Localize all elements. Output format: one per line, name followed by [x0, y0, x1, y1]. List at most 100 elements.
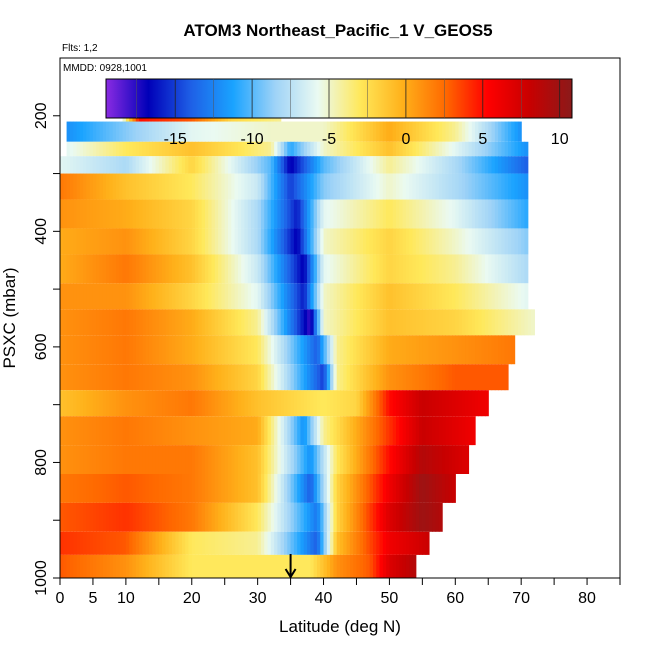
curtain-cell — [129, 554, 134, 578]
curtain-cell — [165, 531, 170, 555]
curtain-cell — [511, 254, 516, 284]
curtain-cell — [132, 474, 137, 503]
curtain-cell — [89, 364, 94, 391]
curtain-cell — [221, 474, 226, 503]
curtain-cell — [267, 309, 272, 336]
curtain-band — [60, 554, 417, 578]
curtain-cell — [224, 173, 229, 200]
curtain-cell — [63, 531, 68, 555]
curtain-cell — [445, 309, 450, 336]
curtain-cell — [254, 364, 259, 391]
curtain-cell — [353, 199, 358, 229]
curtain-cell — [300, 335, 305, 365]
curtain-cell — [122, 445, 127, 474]
curtain-cell — [372, 156, 377, 174]
curtain-cell — [274, 416, 279, 446]
curtain-cell — [300, 502, 305, 532]
curtain-cell — [409, 141, 414, 157]
curtain-cell — [336, 445, 341, 474]
curtain-cell — [514, 141, 519, 157]
curtain-cell — [415, 309, 420, 336]
curtain-band — [60, 199, 529, 229]
curtain-cell — [517, 309, 522, 336]
curtain-cell — [363, 502, 367, 532]
curtain-cell — [99, 156, 104, 174]
curtain-cell — [376, 531, 381, 555]
curtain-cell — [92, 141, 97, 157]
curtain-cell — [109, 474, 114, 503]
curtain-cell — [63, 199, 68, 229]
curtain-cell — [106, 364, 111, 391]
curtain-cell — [224, 364, 229, 391]
curtain-cell — [139, 156, 143, 174]
curtain-cell — [152, 309, 157, 336]
curtain-cell — [379, 156, 384, 174]
curtain-cell — [320, 364, 325, 391]
curtain-cell — [112, 309, 117, 336]
curtain-cell — [185, 554, 190, 578]
curtain-cell — [323, 283, 328, 310]
curtain-cell — [172, 141, 176, 157]
curtain-cell — [188, 390, 193, 417]
curtain-cell — [201, 283, 206, 310]
curtain-cell — [112, 254, 117, 284]
curtain-cell — [491, 254, 496, 284]
curtain-cell — [260, 364, 265, 391]
curtain-cell — [359, 283, 364, 310]
curtain-cell — [340, 335, 344, 365]
curtain-cell — [471, 141, 476, 157]
curtain-cell — [251, 445, 255, 474]
curtain-cell — [125, 173, 130, 200]
curtain-cell — [326, 416, 331, 446]
curtain-cell — [73, 141, 78, 157]
curtain-cell — [452, 121, 456, 142]
curtain-cell — [372, 199, 377, 229]
curtain-band — [60, 416, 476, 446]
x-axis-label: Latitude (deg N) — [279, 617, 401, 636]
curtain-cell — [221, 502, 226, 532]
curtain-cell — [435, 502, 440, 532]
curtain-cell — [139, 254, 143, 284]
curtain-cell — [399, 445, 404, 474]
curtain-cell — [310, 309, 315, 336]
curtain-cell — [488, 141, 493, 157]
curtain-cell — [257, 173, 262, 200]
curtain-cell — [468, 416, 473, 446]
curtain-cell — [218, 445, 223, 474]
curtain-cell — [122, 141, 127, 157]
curtain-cell — [208, 283, 213, 310]
curtain-cell — [303, 502, 308, 532]
curtain-cell — [102, 531, 107, 555]
curtain-cell — [224, 416, 229, 446]
curtain-cell — [508, 156, 512, 174]
curtain-cell — [102, 156, 107, 174]
curtain-cell — [297, 390, 302, 417]
curtain-cell — [399, 502, 404, 532]
curtain-cell — [158, 335, 163, 365]
curtain-cell — [264, 228, 269, 255]
curtain-cell — [491, 141, 496, 157]
curtain-cell — [86, 141, 91, 157]
curtain-cell — [237, 531, 242, 555]
curtain-cell — [135, 254, 140, 284]
curtain-cell — [129, 228, 134, 255]
curtain-cell — [300, 531, 305, 555]
curtain-cell — [195, 309, 199, 336]
curtain-cell — [488, 364, 493, 391]
curtain-cell — [366, 335, 371, 365]
curtain-cell — [356, 531, 361, 555]
curtain-cell — [517, 254, 522, 284]
curtain-cell — [422, 364, 427, 391]
curtain-cell — [442, 474, 447, 503]
curtain-cell — [333, 228, 338, 255]
curtain-cell — [498, 121, 503, 142]
curtain-cell — [303, 228, 308, 255]
curtain-cell — [376, 309, 381, 336]
curtain-cell — [494, 254, 499, 284]
curtain-cell — [129, 445, 134, 474]
curtain-cell — [396, 390, 400, 417]
curtain-cell — [145, 416, 150, 446]
curtain-cell — [224, 254, 229, 284]
curtain-cell — [356, 228, 361, 255]
curtain-cell — [415, 335, 420, 365]
